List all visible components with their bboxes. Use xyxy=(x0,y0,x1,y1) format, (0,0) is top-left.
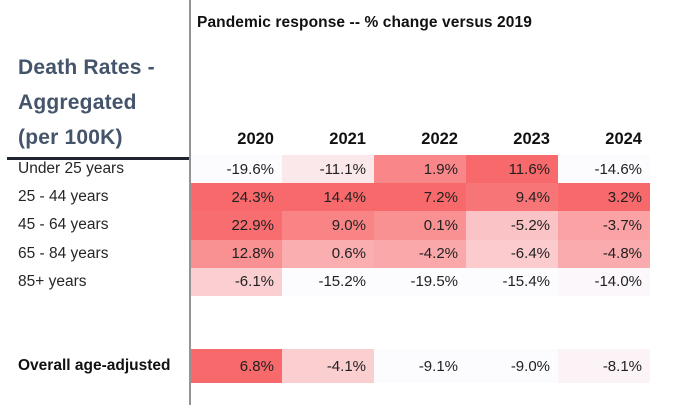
table-title: Pandemic response -- % change versus 201… xyxy=(197,14,532,31)
heatmap-row: Under 25 years -19.6% -11.1% 1.9% 11.6% -14.6… xyxy=(0,155,650,184)
heatmap-cell: -6.4% xyxy=(466,239,558,268)
heatmap-cell: -4.2% xyxy=(374,239,466,268)
heatmap-cell: -14.6% xyxy=(558,155,650,184)
heatmap-cell: -19.5% xyxy=(374,267,466,296)
heatmap-cell: 12.8% xyxy=(190,239,282,268)
vertical-divider-line xyxy=(189,0,191,405)
year-header-2022: 2022 xyxy=(421,130,458,148)
heatmap-cell: 22.9% xyxy=(190,211,282,240)
heatmap-cell: 3.2% xyxy=(558,183,650,212)
heatmap-row: 45 - 64 years 22.9% 9.0% 0.1% -5.2% -3.7% xyxy=(0,211,650,240)
heatmap-cell: -15.4% xyxy=(466,267,558,296)
row-label: 45 - 64 years xyxy=(18,216,109,234)
heatmap-cell: 9.4% xyxy=(466,183,558,212)
heatmap-cell: 11.6% xyxy=(466,155,558,184)
row-label: Under 25 years xyxy=(18,160,124,178)
report-title-line-2: Aggregated xyxy=(18,91,137,114)
report-title: Death Rates - Aggregated (per 100K) xyxy=(18,50,155,155)
heatmap-cell: -6.1% xyxy=(190,267,282,296)
heatmap-cell: -9.0% xyxy=(466,349,558,383)
heatmap-cell: -14.0% xyxy=(558,267,650,296)
year-header-2023: 2023 xyxy=(513,130,550,148)
row-label: 25 - 44 years xyxy=(18,188,109,206)
heatmap-cell: -5.2% xyxy=(466,211,558,240)
heatmap-cell: 14.4% xyxy=(282,183,374,212)
year-header-2020: 2020 xyxy=(237,130,274,148)
heatmap-row: 25 - 44 years 24.3% 14.4% 7.2% 9.4% 3.2% xyxy=(0,183,650,212)
heatmap-cell: -9.1% xyxy=(374,349,466,383)
heatmap-cell: -4.1% xyxy=(282,349,374,383)
report-title-line-1: Death Rates - xyxy=(18,56,155,79)
heatmap-row: 65 - 84 years 12.8% 0.6% -4.2% -6.4% -4.8% xyxy=(0,239,650,268)
heatmap-cell: 1.9% xyxy=(374,155,466,184)
overall-age-adjusted-row: Overall age-adjusted 6.8% -4.1% -9.1% -9.0% -… xyxy=(0,349,650,383)
report-title-line-3: (per 100K) xyxy=(18,126,123,149)
heatmap-cell: 7.2% xyxy=(374,183,466,212)
title-underline-rule xyxy=(7,157,190,160)
heatmap-cell: -4.8% xyxy=(558,239,650,268)
heatmap-cell: 0.1% xyxy=(374,211,466,240)
heatmap-row: 85+ years -6.1% -15.2% -19.5% -15.4% -14.0% xyxy=(0,267,650,296)
row-label: 85+ years xyxy=(18,272,87,290)
heatmap-cell: 9.0% xyxy=(282,211,374,240)
heatmap-cell: -15.2% xyxy=(282,267,374,296)
heatmap-cell: 6.8% xyxy=(190,349,282,383)
heatmap-cell: -19.6% xyxy=(190,155,282,184)
heatmap-cell: -8.1% xyxy=(558,349,650,383)
heatmap-cell: 24.3% xyxy=(190,183,282,212)
heatmap-cell: 0.6% xyxy=(282,239,374,268)
row-label: 65 - 84 years xyxy=(18,244,109,262)
heatmap-cell: -3.7% xyxy=(558,211,650,240)
year-header-2024: 2024 xyxy=(605,130,642,148)
year-header-2021: 2021 xyxy=(329,130,366,148)
overall-row-label: Overall age-adjusted xyxy=(18,357,171,374)
heatmap-cell: -11.1% xyxy=(282,155,374,184)
year-header-row: 2020 2021 2022 2023 2024 xyxy=(190,124,650,155)
heatmap-body: Under 25 years -19.6% -11.1% 1.9% 11.6% -14.6… xyxy=(0,155,650,296)
